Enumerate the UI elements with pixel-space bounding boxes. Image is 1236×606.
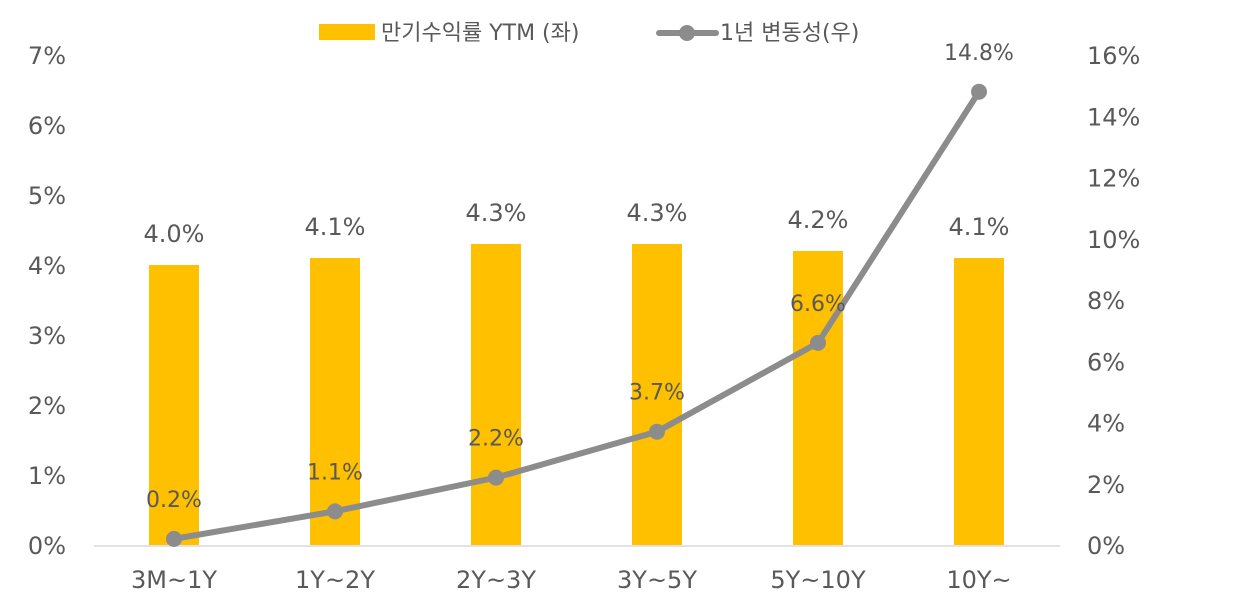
bar bbox=[149, 265, 199, 545]
x-axis-tick-label: 5Y~10Y bbox=[770, 566, 866, 594]
line-point bbox=[810, 334, 826, 351]
bar bbox=[471, 244, 521, 545]
line-data-label: 14.8% bbox=[944, 41, 1014, 66]
line-data-label: 6.6% bbox=[790, 292, 846, 317]
line-series bbox=[173, 90, 982, 542]
bar bbox=[954, 258, 1004, 545]
legend-line-marker bbox=[679, 25, 695, 41]
x-axis-tick-label: 3M~1Y bbox=[131, 566, 217, 594]
left-axis-tick-label: 6% bbox=[28, 112, 66, 140]
line-data-label: 1.1% bbox=[307, 460, 363, 485]
line-point bbox=[166, 530, 182, 547]
x-axis-tick-label: 2Y~3Y bbox=[456, 566, 536, 594]
right-axis-tick-label: 12% bbox=[1087, 165, 1140, 193]
right-axis-tick-label: 2% bbox=[1087, 471, 1125, 499]
legend: 만기수익률 YTM (좌) 1년 변동성(우) bbox=[319, 21, 859, 46]
line-data-label: 0.2% bbox=[146, 488, 202, 513]
left-axis-tick-label: 2% bbox=[28, 392, 66, 420]
bar-data-label: 4.3% bbox=[466, 199, 527, 227]
bar-data-label: 4.1% bbox=[305, 213, 366, 241]
line-point bbox=[327, 503, 343, 520]
line-point bbox=[971, 83, 987, 100]
bar-data-label: 4.2% bbox=[788, 206, 849, 234]
x-axis-tick-label: 10Y~ bbox=[946, 566, 1011, 594]
bar bbox=[793, 251, 843, 545]
right-axis-tick-label: 14% bbox=[1087, 103, 1140, 131]
left-axis-tick-label: 7% bbox=[28, 42, 66, 70]
x-axis-tick-label: 1Y~2Y bbox=[295, 566, 375, 594]
right-axis-tick-label: 16% bbox=[1087, 42, 1140, 70]
bar-data-label: 4.0% bbox=[144, 220, 205, 248]
bar bbox=[310, 258, 360, 545]
left-axis-tick-label: 3% bbox=[28, 322, 66, 350]
left-axis-tick-label: 4% bbox=[28, 252, 66, 280]
line-point bbox=[649, 423, 665, 440]
bar-data-label: 4.3% bbox=[627, 199, 688, 227]
left-axis-tick-label: 1% bbox=[28, 462, 66, 490]
bar bbox=[632, 244, 682, 545]
legend-line-label: 1년 변동성(우) bbox=[720, 21, 859, 46]
right-axis-tick-label: 4% bbox=[1087, 410, 1125, 438]
line-point bbox=[488, 469, 504, 486]
legend-bar-label: 만기수익률 YTM (좌) bbox=[381, 21, 579, 46]
legend-bar-swatch bbox=[319, 24, 375, 40]
right-axis-tick-label: 10% bbox=[1087, 226, 1140, 254]
x-axis-tick-label: 3Y~5Y bbox=[617, 566, 697, 594]
left-axis-tick-label: 5% bbox=[28, 182, 66, 210]
right-axis-tick-label: 6% bbox=[1087, 348, 1125, 376]
left-axis-tick-label: 0% bbox=[28, 532, 66, 560]
line-data-label: 3.7% bbox=[629, 381, 685, 406]
bar-data-label: 4.1% bbox=[949, 213, 1010, 241]
line-data-label: 2.2% bbox=[468, 427, 524, 452]
right-axis-tick-label: 8% bbox=[1087, 287, 1125, 315]
right-axis-tick-label: 0% bbox=[1087, 532, 1125, 560]
